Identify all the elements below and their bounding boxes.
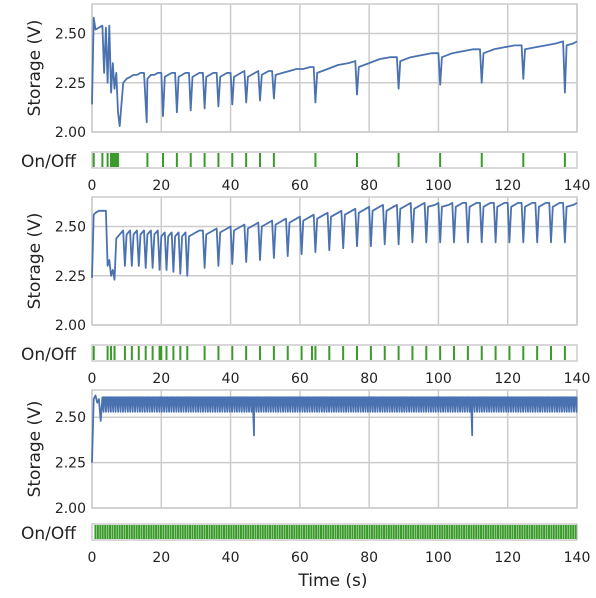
x-tick-label: 100 — [425, 550, 452, 566]
y-tick-label: 2.00 — [55, 125, 86, 141]
panel-2: 2.00 2.25 2.50 Storage (V) On/Off 0 20 40 60 80 10… — [21, 196, 591, 387]
x-tick-label: 40 — [222, 371, 240, 387]
grid-lines — [91, 197, 578, 326]
x-tick-label: 60 — [291, 178, 309, 194]
onoff-label: On/Off — [21, 345, 77, 365]
y-tick-label: 2.00 — [55, 501, 86, 517]
x-tick-label: 40 — [222, 178, 240, 194]
x-tick-label: 100 — [425, 178, 452, 194]
x-tick-label: 40 — [222, 550, 240, 566]
x-tick-label: 80 — [360, 371, 378, 387]
x-tick-label: 120 — [494, 550, 521, 566]
x-tick-label: 0 — [88, 550, 97, 566]
onoff-label: On/Off — [21, 152, 77, 172]
panel-3: 2.00 2.25 2.50 Storage (V) On/Off 0 20 40 60 80 10… — [21, 389, 591, 566]
x-axis-label: Time (s) — [297, 571, 367, 591]
plot-frame — [91, 196, 578, 326]
y-axis-label: Storage (V) — [25, 20, 45, 117]
storage-line — [91, 16, 578, 127]
x-tick-label: 100 — [425, 371, 452, 387]
y-tick-label: 2.25 — [55, 76, 86, 92]
x-tick-label: 140 — [564, 371, 591, 387]
x-tick-label: 0 — [88, 178, 97, 194]
x-tick-label: 60 — [291, 550, 309, 566]
x-tick-label: 140 — [564, 178, 591, 194]
storage-line — [91, 394, 578, 463]
grid-lines — [91, 4, 578, 133]
x-tick-label: 80 — [360, 178, 378, 194]
y-tick-label: 2.50 — [55, 27, 86, 43]
x-tick-label: 20 — [152, 371, 170, 387]
onoff-strip — [91, 151, 578, 169]
x-tick-label: 20 — [152, 550, 170, 566]
onoff-strip — [91, 523, 578, 541]
x-tick-label: 120 — [494, 178, 521, 194]
plot-frame — [91, 3, 578, 133]
onoff-frame — [91, 151, 578, 169]
y-tick-label: 2.50 — [55, 220, 86, 236]
x-tick-label: 20 — [152, 178, 170, 194]
y-tick-label: 2.25 — [55, 269, 86, 285]
panel-1: 2.00 2.25 2.50 Storage (V) On/Off 0 20 40 60 80 10… — [21, 3, 591, 194]
storage-line — [91, 202, 578, 281]
onoff-frame — [91, 344, 578, 362]
y-tick-label: 2.25 — [55, 456, 86, 472]
y-axis-label: Storage (V) — [25, 401, 45, 498]
onoff-label: On/Off — [21, 524, 77, 544]
onoff-strip — [91, 344, 578, 362]
y-axis-label: Storage (V) — [25, 213, 45, 310]
x-tick-label: 120 — [494, 371, 521, 387]
x-tick-label: 60 — [291, 371, 309, 387]
onoff-frame — [91, 523, 578, 541]
x-tick-label: 80 — [360, 550, 378, 566]
x-tick-label: 140 — [564, 550, 591, 566]
y-tick-label: 2.00 — [55, 318, 86, 334]
y-tick-label: 2.50 — [55, 410, 86, 426]
x-tick-label: 0 — [88, 371, 97, 387]
